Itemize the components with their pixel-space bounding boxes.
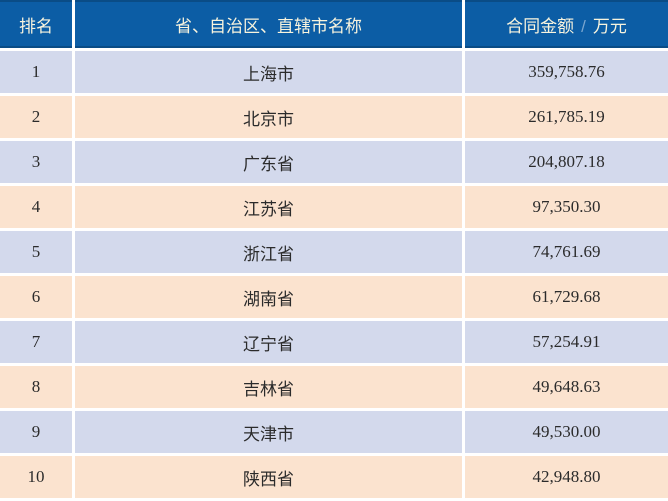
header-rank: 排名 bbox=[0, 0, 72, 48]
header-amount: 合同金额 / 万元 bbox=[465, 0, 668, 48]
rank-cell: 9 bbox=[0, 411, 72, 453]
rank-cell: 5 bbox=[0, 231, 72, 273]
header-region: 省、自治区、直辖市名称 bbox=[75, 0, 462, 48]
region-cell: 吉林省 bbox=[75, 366, 462, 408]
amount-cell: 74,761.69 bbox=[465, 231, 668, 273]
header-region-label: 省、自治区、直辖市名称 bbox=[175, 16, 362, 36]
amount-cell: 261,785.19 bbox=[465, 96, 668, 138]
header-row: 排名 省、自治区、直辖市名称 合同金额 / 万元 bbox=[0, 0, 668, 48]
region-cell: 广东省 bbox=[75, 141, 462, 183]
table-row: 10 陕西省 42,948.80 bbox=[0, 456, 668, 498]
rank-cell: 2 bbox=[0, 96, 72, 138]
rank-cell: 1 bbox=[0, 51, 72, 93]
rank-cell: 6 bbox=[0, 276, 72, 318]
region-cell: 江苏省 bbox=[75, 186, 462, 228]
region-cell: 天津市 bbox=[75, 411, 462, 453]
header-amount-separator: / bbox=[581, 16, 586, 36]
table-row: 4 江苏省 97,350.30 bbox=[0, 186, 668, 228]
header-rank-label: 排名 bbox=[19, 16, 53, 36]
header-amount-unit: 万元 bbox=[592, 16, 627, 36]
table-row: 2 北京市 261,785.19 bbox=[0, 96, 668, 138]
amount-cell: 61,729.68 bbox=[465, 276, 668, 318]
region-cell: 浙江省 bbox=[75, 231, 462, 273]
header-amount-label: 合同金额 bbox=[506, 16, 575, 36]
amount-cell: 359,758.76 bbox=[465, 51, 668, 93]
amount-cell: 97,350.30 bbox=[465, 186, 668, 228]
rank-cell: 3 bbox=[0, 141, 72, 183]
amount-cell: 204,807.18 bbox=[465, 141, 668, 183]
table-row: 1 上海市 359,758.76 bbox=[0, 51, 668, 93]
table-row: 8 吉林省 49,648.63 bbox=[0, 366, 668, 408]
rank-cell: 10 bbox=[0, 456, 72, 498]
amount-cell: 49,648.63 bbox=[465, 366, 668, 408]
table-row: 6 湖南省 61,729.68 bbox=[0, 276, 668, 318]
table-row: 9 天津市 49,530.00 bbox=[0, 411, 668, 453]
table-row: 7 辽宁省 57,254.91 bbox=[0, 321, 668, 363]
amount-cell: 57,254.91 bbox=[465, 321, 668, 363]
region-cell: 陕西省 bbox=[75, 456, 462, 498]
region-cell: 辽宁省 bbox=[75, 321, 462, 363]
region-cell: 上海市 bbox=[75, 51, 462, 93]
region-cell: 湖南省 bbox=[75, 276, 462, 318]
amount-cell: 42,948.80 bbox=[465, 456, 668, 498]
table-header: 排名 省、自治区、直辖市名称 合同金额 / 万元 bbox=[0, 0, 668, 48]
table-body: 1 上海市 359,758.76 2 北京市 261,785.19 3 广东省 … bbox=[0, 51, 668, 498]
table-row: 3 广东省 204,807.18 bbox=[0, 141, 668, 183]
rank-cell: 4 bbox=[0, 186, 72, 228]
rank-cell: 7 bbox=[0, 321, 72, 363]
amount-cell: 49,530.00 bbox=[465, 411, 668, 453]
rank-cell: 8 bbox=[0, 366, 72, 408]
table-row: 5 浙江省 74,761.69 bbox=[0, 231, 668, 273]
region-cell: 北京市 bbox=[75, 96, 462, 138]
